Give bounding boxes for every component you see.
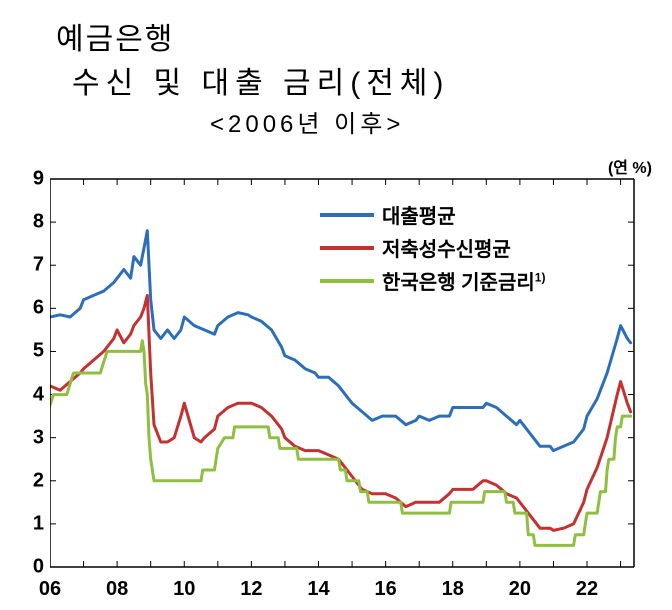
- y-axis-tick: 4: [20, 383, 44, 406]
- legend-label: 저축성수신평균: [382, 233, 511, 262]
- x-axis-tick: 16: [375, 578, 397, 601]
- x-axis-tick: 20: [509, 578, 531, 601]
- legend-label: 대출평균: [382, 200, 456, 229]
- y-axis-tick: 7: [20, 254, 44, 277]
- y-axis-tick: 1: [20, 512, 44, 535]
- y-axis-tick: 3: [20, 426, 44, 449]
- y-axis-tick: 8: [20, 211, 44, 234]
- y-axis-tick: 6: [20, 297, 44, 320]
- x-axis-tick: 22: [576, 578, 598, 601]
- y-axis-tick: 9: [20, 168, 44, 191]
- legend-item: 한국은행 기준금리1): [320, 266, 545, 295]
- y-axis-tick: 2: [20, 469, 44, 492]
- chart-legend: 대출평균저축성수신평균한국은행 기준금리1): [320, 200, 545, 299]
- x-axis-tick: 08: [106, 578, 128, 601]
- legend-swatch: [320, 213, 374, 217]
- legend-item: 저축성수신평균: [320, 233, 545, 262]
- chart-title-2: 수신 및 대출 금리(전체): [72, 58, 449, 102]
- y-axis-tick: 5: [20, 340, 44, 363]
- x-axis-tick: 12: [240, 578, 262, 601]
- legend-label: 한국은행 기준금리1): [382, 266, 545, 295]
- x-axis-tick: 10: [173, 578, 195, 601]
- series-line: [50, 295, 631, 530]
- x-axis-tick: 18: [442, 578, 464, 601]
- legend-swatch: [320, 246, 374, 250]
- legend-item: 대출평균: [320, 200, 545, 229]
- x-axis-tick: 14: [307, 578, 329, 601]
- x-axis-tick: 06: [39, 578, 61, 601]
- y-axis-tick: 0: [20, 556, 44, 579]
- chart-subtitle: <2006년 이후>: [210, 104, 404, 139]
- chart-title-1: 예금은행: [56, 14, 174, 58]
- series-line: [50, 341, 631, 546]
- legend-swatch: [320, 279, 374, 283]
